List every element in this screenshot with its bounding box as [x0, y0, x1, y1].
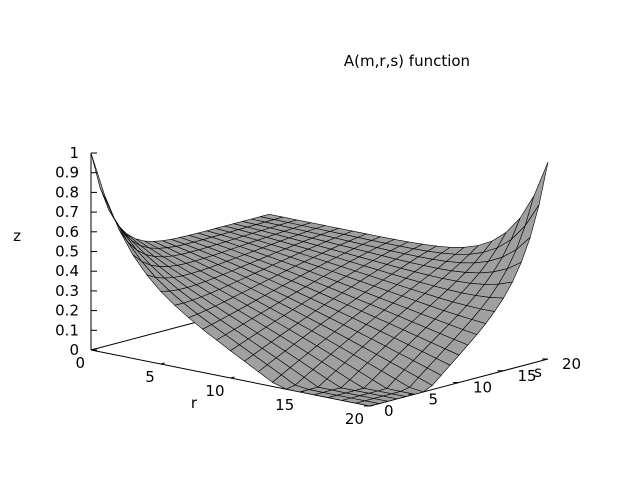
x-tick-mark	[230, 376, 235, 379]
y-axis-label: s	[534, 363, 542, 381]
y-tick-label: 5	[429, 390, 439, 408]
z-tick-label: 0.4	[55, 262, 79, 280]
surface-cell	[524, 161, 549, 227]
x-tick-label: 10	[205, 382, 224, 400]
x-tick-label: 5	[145, 368, 155, 386]
x-tick-mark	[160, 362, 165, 365]
z-tick-label: 0	[69, 341, 79, 359]
z-tick-label: 0.2	[55, 302, 79, 320]
x-tick-label: 15	[275, 396, 294, 414]
x-tick-label: 20	[345, 410, 364, 428]
z-tick-label: 0.8	[55, 183, 79, 201]
y-tick-label: 20	[562, 355, 581, 373]
z-tick-label: 0.1	[55, 321, 79, 339]
z-tick-label: 1	[69, 144, 79, 162]
z-tick-label: 0.7	[55, 203, 79, 221]
x-axis-label: r	[191, 394, 198, 412]
z-tick-label: 0.9	[55, 164, 79, 182]
z-tick-label: 0.5	[55, 243, 79, 261]
y-tick-label: 0	[384, 402, 394, 420]
y-tick-label: 15	[518, 367, 537, 385]
z-tick-label: 0.3	[55, 282, 79, 300]
x-tick-label: 0	[75, 354, 85, 372]
x-tick-mark	[369, 404, 375, 407]
x-tick-mark	[300, 390, 305, 393]
surface-mesh	[90, 152, 549, 407]
y-tick-label: 10	[473, 379, 492, 397]
z-tick-label: 0.6	[55, 223, 79, 241]
chart-title: A(m,r,s) function	[344, 52, 470, 70]
x-tick-mark	[90, 348, 96, 351]
surface-cell	[90, 152, 115, 218]
z-axis-label: z	[13, 227, 21, 245]
